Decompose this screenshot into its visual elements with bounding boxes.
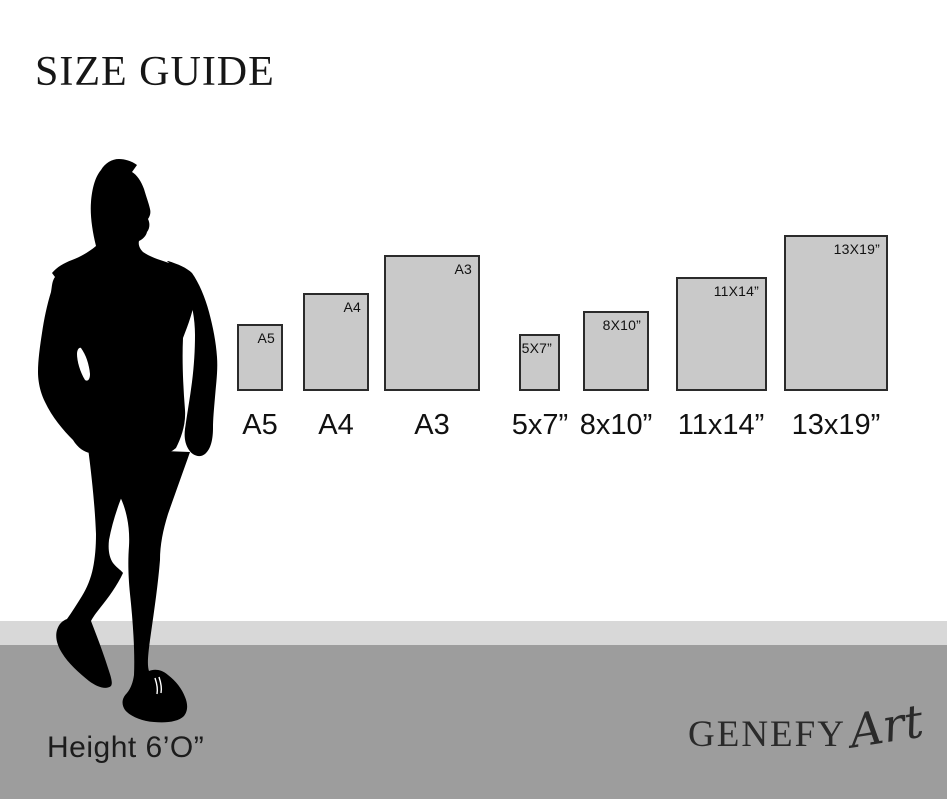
- brand-name-text: GENEFY: [688, 714, 846, 755]
- size-box-inner-label-5x7: 5X7”: [521, 340, 552, 356]
- size-box-a3: A3: [384, 255, 480, 391]
- wall-baseboard-strip: [0, 621, 947, 645]
- silhouette-arm-path: [167, 261, 218, 457]
- size-caption-a5: A5: [242, 409, 278, 441]
- size-box-inner-label-a3: A3: [454, 261, 472, 277]
- man-silhouette: [38, 159, 218, 723]
- size-caption-8x10: 8x10”: [579, 409, 653, 441]
- size-box-13x19: 13X19”: [784, 235, 888, 391]
- size-caption-a4: A4: [318, 409, 354, 441]
- size-box-inner-label-a5: A5: [257, 330, 275, 346]
- page-title: SIZE GUIDE: [35, 49, 275, 95]
- brand-script-text: Art: [845, 693, 927, 759]
- shoe-lace-detail: [154, 677, 159, 695]
- size-caption-a3: A3: [414, 409, 450, 441]
- silhouette-front-leg-path: [115, 450, 190, 723]
- size-box-inner-label-8x10: 8X10”: [602, 317, 641, 333]
- size-caption-11x14: 11x14”: [677, 409, 765, 441]
- size-box-5x7: 5X7”: [519, 334, 560, 391]
- shoe-lace-detail: [158, 676, 163, 694]
- silhouette-torso-path: [38, 159, 196, 457]
- size-box-inner-label-11x14: 11X14”: [713, 283, 759, 299]
- size-caption-5x7: 5x7”: [511, 409, 569, 441]
- brand-logo: GENEFYArt: [688, 694, 927, 759]
- silhouette-armpit-gap: [77, 347, 90, 381]
- size-caption-13x19: 13x19”: [791, 409, 881, 441]
- silhouette-back-leg-path: [56, 448, 142, 688]
- size-box-a4: A4: [303, 293, 369, 391]
- figure-height-label: Height 6’O”: [47, 731, 205, 764]
- size-box-8x10: 8X10”: [583, 311, 649, 391]
- size-box-inner-label-a4: A4: [343, 299, 361, 315]
- size-box-a5: A5: [237, 324, 283, 391]
- size-box-inner-label-13x19: 13X19”: [833, 241, 880, 257]
- size-box-11x14: 11X14”: [676, 277, 767, 391]
